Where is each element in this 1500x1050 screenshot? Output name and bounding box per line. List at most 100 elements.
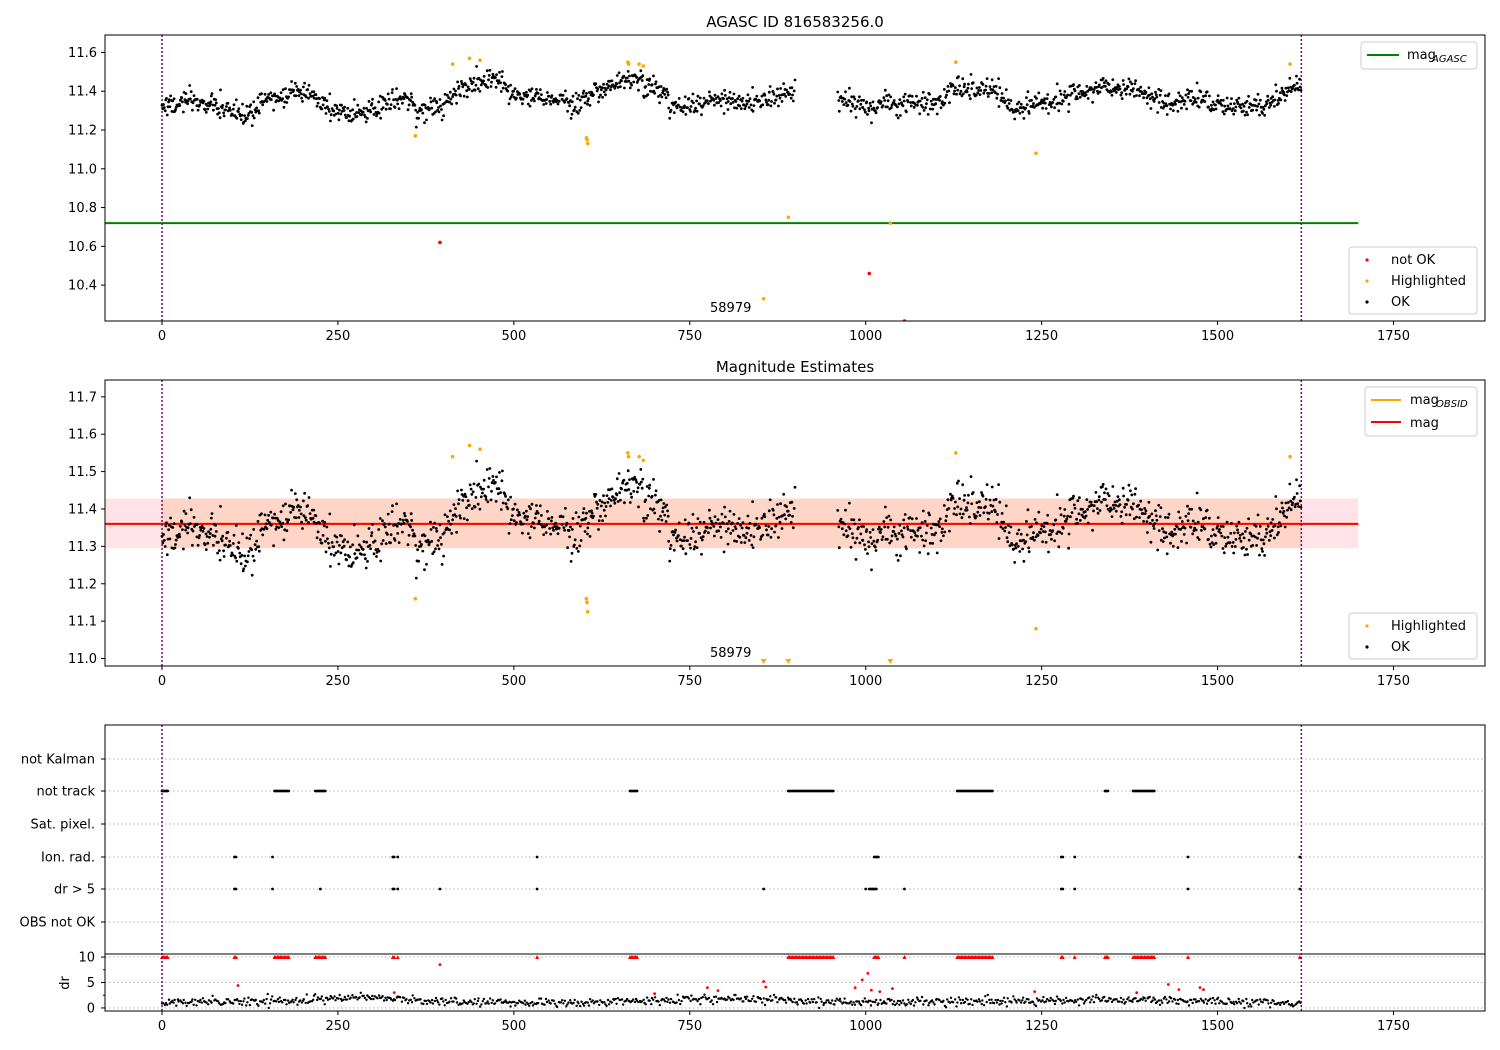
ok-point — [1147, 500, 1151, 504]
ok-point — [987, 511, 991, 515]
dr-point — [1186, 1000, 1189, 1003]
dr-point — [271, 995, 274, 998]
ok-point — [1175, 525, 1179, 529]
dr-point — [887, 997, 891, 1001]
ok-point — [518, 513, 522, 517]
ok-point — [595, 500, 598, 504]
dr-point — [1109, 997, 1112, 1000]
ok-point — [460, 488, 463, 492]
p2-xtick-label: 1750 — [1377, 674, 1410, 689]
ok-point — [440, 542, 443, 546]
dr-point — [398, 996, 402, 999]
ok-point — [450, 532, 454, 535]
ok-point — [872, 106, 876, 110]
ok-point — [401, 101, 404, 105]
ok-point — [663, 513, 667, 517]
dr-point — [690, 994, 693, 997]
ok-point — [695, 546, 699, 549]
ok-point — [1236, 531, 1240, 535]
ok-point — [666, 90, 669, 94]
dr-point — [1248, 1003, 1252, 1006]
dr-point — [586, 1001, 589, 1004]
dr-point — [743, 995, 747, 999]
dr-point — [482, 997, 486, 1001]
dr-point — [363, 996, 366, 1000]
flag-point — [1152, 789, 1156, 793]
ok-point — [1086, 97, 1090, 100]
ok-point — [587, 521, 590, 525]
ok-point — [300, 520, 303, 524]
flag-point — [166, 789, 170, 793]
ok-point — [501, 501, 505, 505]
ok-point — [938, 517, 942, 521]
dr-point — [817, 996, 820, 999]
ok-point — [1266, 94, 1270, 98]
dr-point — [499, 998, 502, 1001]
ok-point — [197, 536, 201, 540]
dr-point — [349, 996, 352, 999]
ok-point — [1219, 531, 1223, 535]
ok-point — [1285, 94, 1289, 97]
ok-point — [1128, 513, 1132, 517]
ok-point — [955, 513, 958, 517]
dr-point — [711, 1003, 715, 1006]
ok-point — [666, 514, 670, 518]
ok-point — [1228, 541, 1232, 544]
ok-point — [489, 498, 493, 502]
ok-point — [1154, 514, 1158, 518]
ok-point — [228, 544, 232, 547]
ok-point — [460, 80, 463, 83]
ok-point — [874, 549, 878, 552]
ok-point — [400, 522, 403, 526]
ok-point — [1110, 93, 1114, 97]
dr-point — [695, 998, 698, 1001]
ok-point — [879, 531, 882, 534]
ok-point — [364, 557, 367, 561]
ok-point — [1298, 77, 1301, 81]
dr-point — [343, 995, 346, 999]
ok-point — [970, 502, 974, 506]
ok-point — [719, 525, 722, 529]
ok-point — [434, 547, 437, 551]
ok-point — [915, 517, 918, 520]
ok-point — [1084, 93, 1088, 97]
ok-point — [327, 546, 331, 550]
ok-point — [738, 104, 742, 108]
dr-point — [985, 1000, 988, 1004]
ok-point — [1089, 500, 1093, 504]
ok-point — [1215, 526, 1219, 530]
ok-point — [925, 531, 928, 535]
ok-point — [1164, 531, 1168, 535]
flag-point — [392, 887, 396, 891]
ok-point — [918, 551, 922, 554]
ok-point — [504, 83, 507, 87]
ok-point — [1137, 503, 1140, 507]
ok-point — [1253, 104, 1257, 108]
ok-point — [465, 518, 469, 522]
ok-point — [1041, 540, 1044, 544]
ok-point — [460, 493, 464, 496]
ok-point — [473, 88, 477, 92]
ok-point — [1232, 102, 1236, 105]
ok-point — [324, 539, 327, 543]
ok-point — [784, 95, 788, 98]
highlighted-point — [1288, 454, 1292, 459]
dr-point — [1277, 1001, 1280, 1005]
ok-point — [1026, 508, 1030, 512]
ok-point — [519, 520, 522, 523]
ok-point — [899, 114, 902, 117]
ok-point — [201, 529, 205, 533]
ok-point — [1186, 504, 1189, 508]
ok-point — [302, 499, 305, 503]
ok-point — [581, 95, 584, 99]
ok-point — [231, 553, 235, 557]
ok-point — [642, 96, 646, 99]
ok-point — [727, 96, 731, 100]
ok-point — [935, 112, 939, 116]
panel-2-annotation: 58979 — [710, 646, 751, 661]
ok-point — [1216, 516, 1220, 519]
dr-point — [1049, 996, 1052, 1000]
ok-point — [1012, 547, 1016, 551]
ok-point — [1072, 494, 1075, 498]
ok-point — [393, 538, 397, 542]
